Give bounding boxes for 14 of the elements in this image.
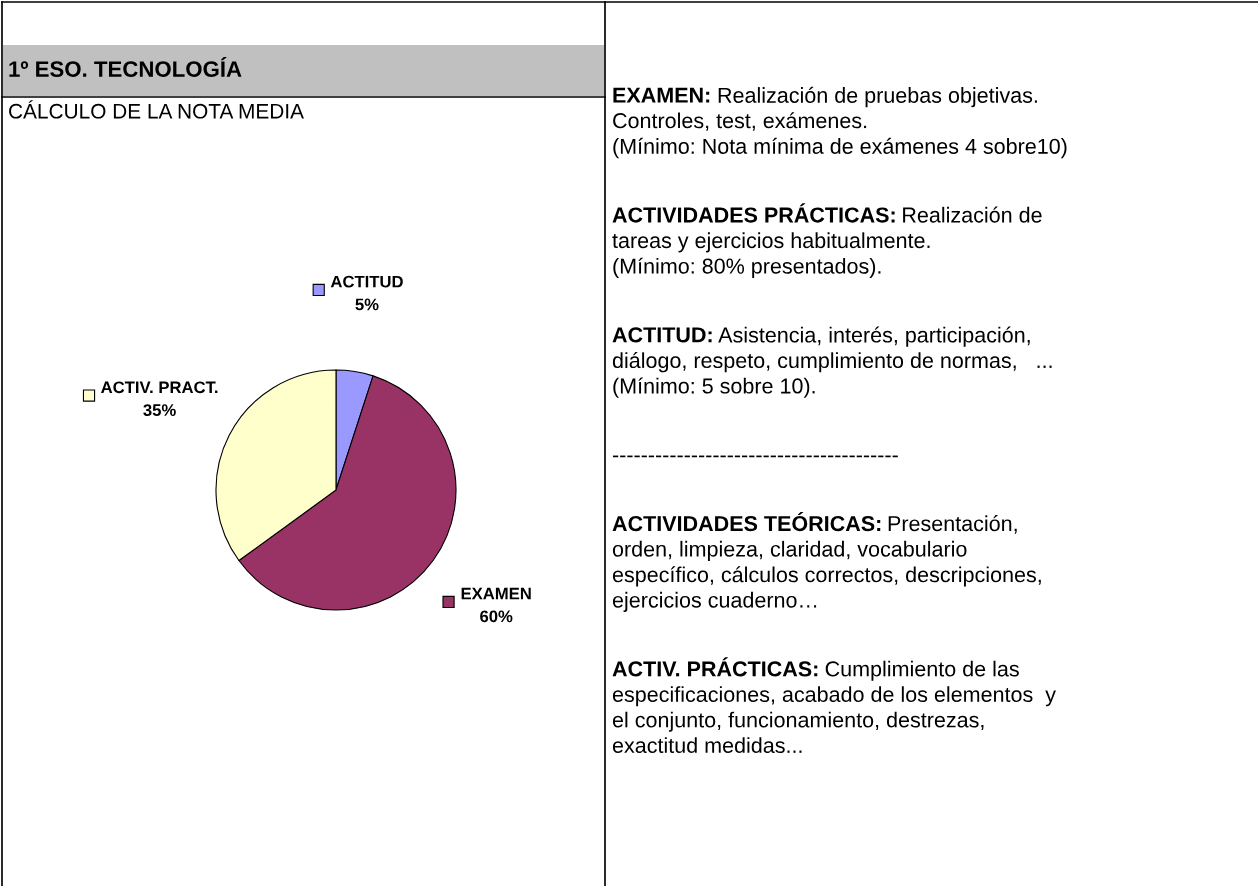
legend-label: ACTITUD — [330, 275, 403, 288]
data-label: 60% — [480, 610, 513, 623]
text: ACTIVIDADES PRÁCTICAS: Realización de tareas y ejercicios habitualmente. (Mínimo: 80% presentados). — [612, 203, 1042, 279]
legend-label: ACTIV. PRACT. — [101, 381, 218, 394]
text: ACTIVIDADES TEÓRICAS: Presentación, orden, limpieza, claridad, vocabulario específico, cálculos correctos, descripciones, ejercicios cuaderno… — [612, 511, 1041, 612]
legend-label: EXAMEN — [461, 587, 531, 600]
data-label: 35% — [143, 404, 176, 416]
chart-subtitle: CÁLCULO DE LA NOTA MEDIA — [9, 100, 304, 119]
text: ---------------------------------------- — [612, 455, 898, 458]
text: ACTITUD: Asistencia, interés, participación, diálogo, respeto, cumplimiento de normas, ... (Mínimo: 5 sobre 10). — [612, 326, 1052, 398]
chart-title: 1º ESO. TECNOLOGÍA — [9, 57, 242, 77]
data-label: 5% — [355, 298, 379, 311]
text: EXAMEN: Realización de pruebas objetivas. Controles, test, exámenes. (Mínimo: Nota mínima de exámenes 4 sobre10) — [613, 86, 1067, 159]
text: ACTIV. PRÁCTICAS: Cumplimiento de las especificaciones, acabado de los elementos y el conjunto, funcionamiento, destrezas, exactitud medidas... — [612, 657, 1056, 754]
